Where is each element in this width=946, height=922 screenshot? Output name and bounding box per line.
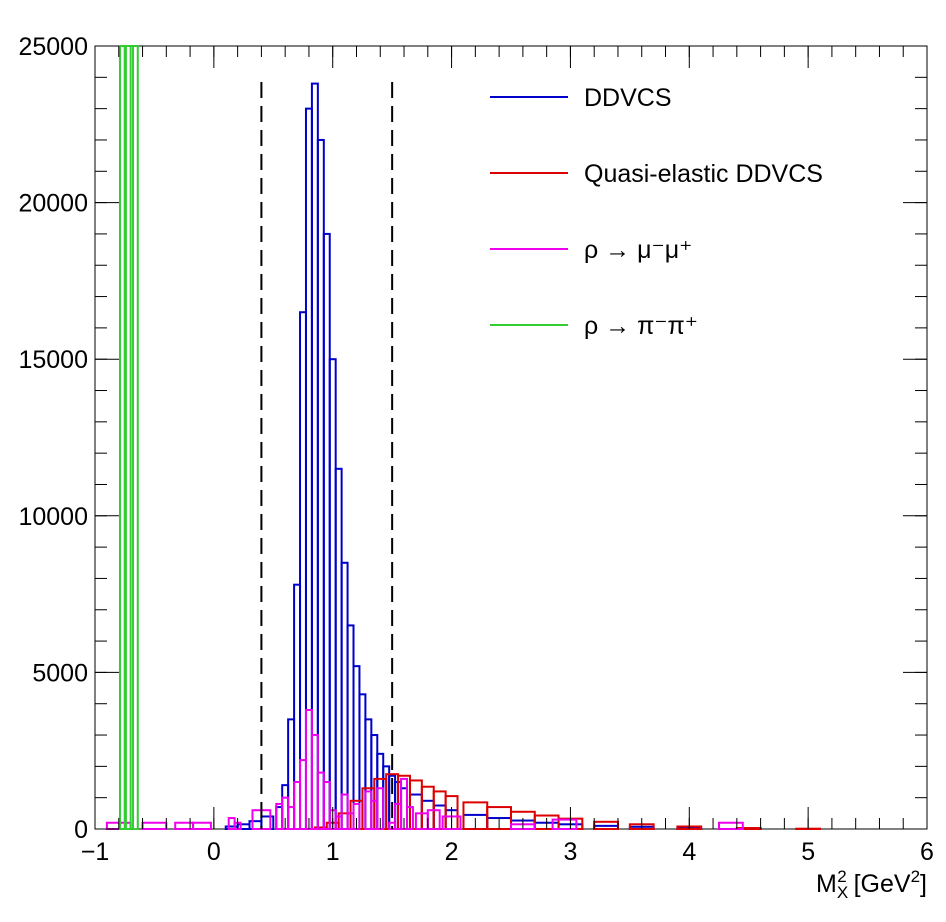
legend-label: ρ → μ⁻μ⁺ [584,236,692,264]
histogram-bin [322,781,331,831]
histogram-bin [192,821,212,830]
histogram-bin [340,793,349,830]
y-tick-label: 5000 [32,659,88,687]
histogram-bin [132,45,139,830]
legend-entry: Quasi-elastic DDVCS [490,160,823,188]
x-axis-label-unit-sup: 2 [911,867,920,886]
y-tick-label: 0 [74,816,88,844]
histogram-bin [141,821,168,830]
legend-entry: DDVCS [490,84,672,112]
series-0 [224,82,762,831]
x-axis-label-sub: X [837,883,848,902]
histogram-bin [124,45,132,830]
y-tick-label: 15000 [18,346,88,374]
x-axis-label-base: M [816,870,837,898]
legend-label: ρ → π⁻π⁺ [584,312,698,340]
x-axis-label-unit-open: [GeV [847,870,911,898]
cut-lines [260,82,394,829]
x-tick-label: 2 [445,838,459,866]
legend-label: Quasi-elastic DDVCS [584,160,823,188]
x-axis-label: MX2 [GeV2] [816,867,927,902]
legend-entry: ρ → π⁻π⁺ [490,312,698,340]
series-1 [313,773,822,831]
histogram-bin [248,820,263,830]
histogram-bin [118,45,126,830]
x-tick-label: −1 [81,838,110,866]
y-tick-label: 10000 [18,503,88,531]
x-tick-label: 5 [801,838,815,866]
histogram-bin [260,815,275,830]
x-tick-label: 3 [563,838,577,866]
series-3 [118,45,139,830]
histogram-layer [105,45,822,831]
histogram-bin [361,787,376,831]
x-tick-label: 0 [207,838,221,866]
x-tick-label: 4 [682,838,696,866]
x-tick-label: 1 [326,838,340,866]
legend: DDVCS Quasi-elastic DDVCS ρ → μ⁻μ⁺ ρ → π⁻π⁺ [490,84,823,340]
histogram-bin [406,806,414,831]
y-tick-label: 25000 [18,33,88,61]
x-axis-label-unit-close: ] [920,870,927,898]
x-tick-label: 6 [920,838,934,866]
x-axis-label-sup: 2 [837,867,846,886]
histogram-bin [551,818,578,830]
histogram-bin [718,821,744,830]
y-tick-label: 20000 [18,190,88,218]
legend-label: DDVCS [584,84,672,112]
series-2 [105,708,744,831]
legend-entry: ρ → μ⁻μ⁺ [490,236,692,264]
